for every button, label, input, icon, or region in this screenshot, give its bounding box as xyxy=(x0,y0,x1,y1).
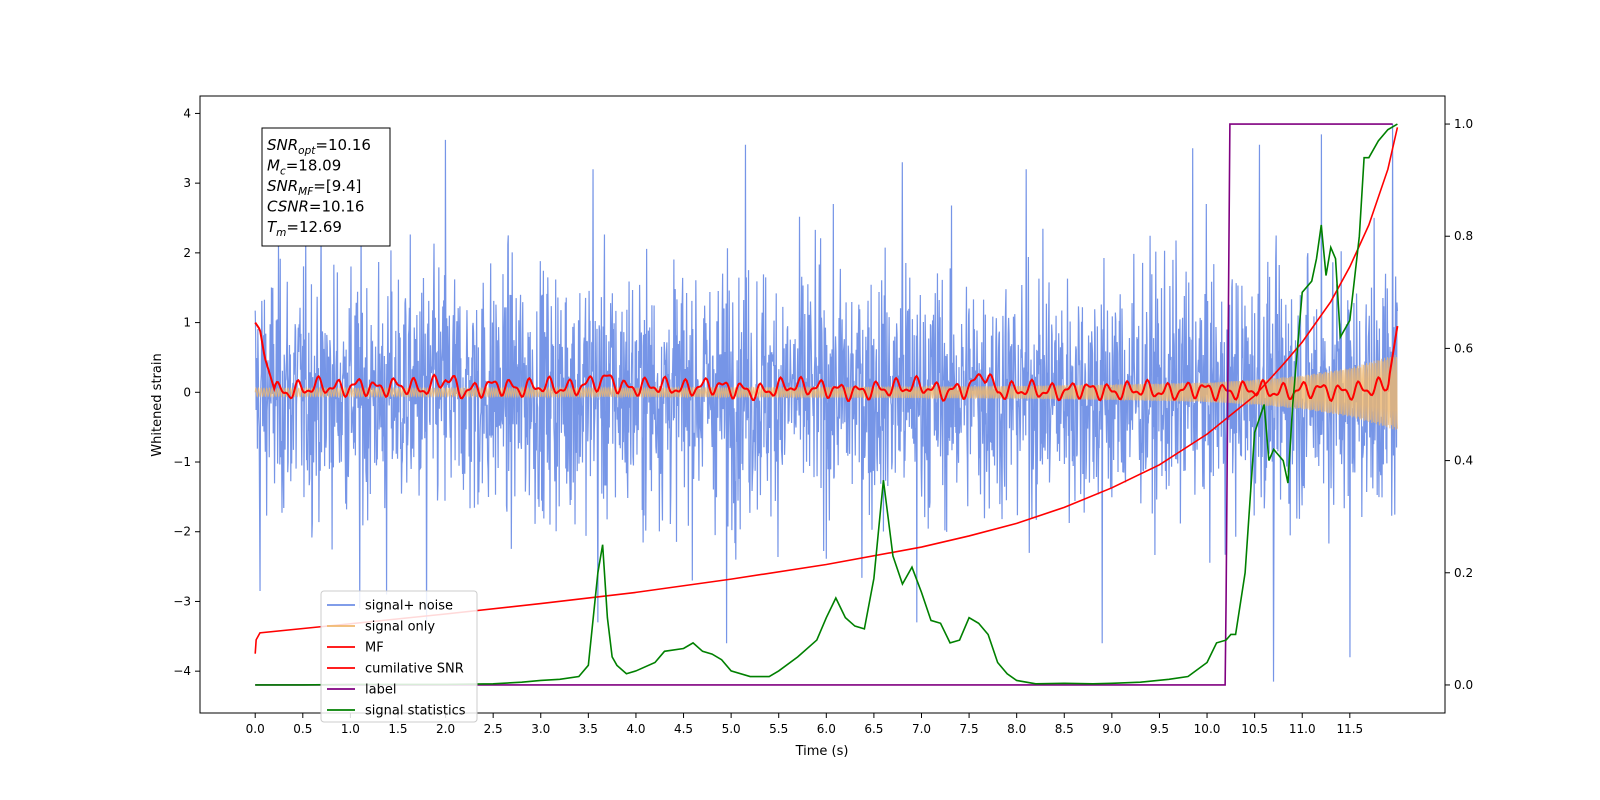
x-axis-label: Time (s) xyxy=(795,744,849,759)
x-tick-label: 2.0 xyxy=(436,722,455,736)
legend: signal+ noise signal only MF cumilative SNR… xyxy=(320,590,478,723)
y-tick-label: 1 xyxy=(183,316,191,330)
legend-label: signal only xyxy=(365,620,435,635)
y2-tick-label: 0.8 xyxy=(1454,229,1473,243)
y-tick-label: −4 xyxy=(173,664,191,678)
x-tick-label: 11.5 xyxy=(1336,722,1363,736)
y-tick-label: −2 xyxy=(173,525,191,539)
x-tick-label: 2.5 xyxy=(484,722,503,736)
annotation-subscript: MF xyxy=(298,186,314,198)
annotation-symbol: T xyxy=(267,218,278,236)
annotation-line: SNRopt=10.16 xyxy=(267,136,371,157)
series-mf-line xyxy=(254,322,1399,403)
annotation-subscript: c xyxy=(280,166,286,178)
x-tick-label: 9.5 xyxy=(1150,722,1169,736)
annotation-line: CSNR=10.16 xyxy=(267,198,364,216)
y-tick-label: 3 xyxy=(183,176,191,190)
annotation-value: =10.16 xyxy=(309,198,365,216)
annotation-frame xyxy=(261,127,391,247)
x-tick-label: 7.0 xyxy=(912,722,931,736)
annotation-symbol: SNR xyxy=(267,177,298,195)
x-tick-label: 3.0 xyxy=(531,722,550,736)
annotation-line: Tm=12.69 xyxy=(267,218,342,239)
x-tick-label: 1.5 xyxy=(388,722,407,736)
series-signal-noise-line xyxy=(254,123,1399,682)
y2-tick-label: 0.6 xyxy=(1454,341,1473,355)
y-tick-label: 0 xyxy=(183,385,191,399)
x-tick-label: 6.5 xyxy=(864,722,883,736)
x-tick-label: 10.5 xyxy=(1241,722,1268,736)
x-tick-label: 10.0 xyxy=(1194,722,1221,736)
annotation-subscript: m xyxy=(276,227,286,239)
annotation-box: SNRopt=10.16Mc=18.09SNRMF=[9.4]CSNR=10.1… xyxy=(261,127,391,247)
x-tick-label: 1.0 xyxy=(341,722,360,736)
x-tick-label: 5.5 xyxy=(769,722,788,736)
legend-label: MF xyxy=(365,641,384,656)
y2-tick-label: 0.2 xyxy=(1454,566,1473,580)
x-tick-label: 5.0 xyxy=(722,722,741,736)
x-tick-label: 6.0 xyxy=(817,722,836,736)
y2-tick-label: 0.0 xyxy=(1454,678,1473,692)
legend-label: signal statistics xyxy=(365,704,466,719)
annotation-line: SNRMF=[9.4] xyxy=(267,177,361,198)
legend-label: signal+ noise xyxy=(365,599,453,614)
y-tick-label: 4 xyxy=(183,106,191,120)
annotation-value: =18.09 xyxy=(286,157,342,175)
annotation-symbol: CSNR xyxy=(267,198,309,216)
x-tick-label: 8.0 xyxy=(1007,722,1026,736)
series-label-line xyxy=(255,123,1393,686)
legend-label: label xyxy=(365,683,396,698)
annotation-value: =10.16 xyxy=(315,136,371,154)
x-tick-label: 0.5 xyxy=(293,722,312,736)
axes-layer: 0.0 0.5 1.0 1.5 2.0 2.5 3.0 3.5 4.0 4.5 5.0 5.5 6.0 6… xyxy=(173,106,1473,736)
y-axis-label: Whitened strain xyxy=(150,353,165,456)
y-tick-label: 2 xyxy=(183,246,191,260)
x-tick-label: 0.0 xyxy=(246,722,265,736)
annotation-symbol: M xyxy=(267,157,280,175)
annotation-symbol: SNR xyxy=(267,136,298,154)
x-tick-label: 7.5 xyxy=(960,722,979,736)
x-tick-label: 8.5 xyxy=(1055,722,1074,736)
x-tick-label: 4.0 xyxy=(626,722,645,736)
legend-frame xyxy=(320,590,478,723)
annotation-line: Mc=18.09 xyxy=(267,157,341,178)
x-tick-label: 4.5 xyxy=(674,722,693,736)
series-signal-statistics-line xyxy=(255,123,1398,686)
annotation-value: =[9.4] xyxy=(313,177,361,195)
plot-frame xyxy=(199,95,1446,714)
y2-tick-label: 0.4 xyxy=(1454,454,1473,468)
annotation-subscript: opt xyxy=(298,145,316,157)
x-tick-label: 9.0 xyxy=(1102,722,1121,736)
series-signal-only-line xyxy=(254,354,1398,430)
x-tick-label: 3.5 xyxy=(579,722,598,736)
y2-tick-label: 1.0 xyxy=(1454,117,1473,131)
x-tick-label: 11.0 xyxy=(1289,722,1316,736)
y-tick-label: −1 xyxy=(173,455,191,469)
y-tick-label: −3 xyxy=(173,594,191,608)
legend-label: cumilative SNR xyxy=(365,662,464,677)
annotation-value: =12.69 xyxy=(286,218,342,236)
